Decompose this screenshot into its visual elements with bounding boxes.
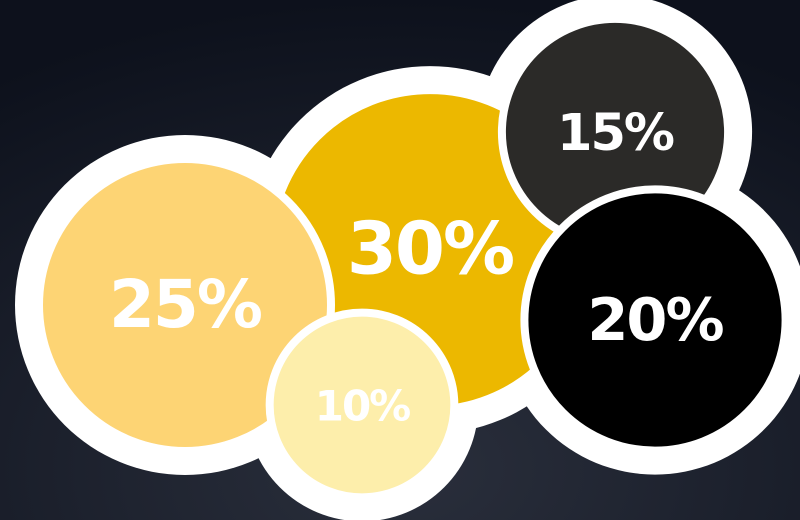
bubble-label: 10% [315,382,410,431]
bubble-layer: 30% 25% 10% 15% 20% [35,14,790,502]
bubble-label: 15% [557,104,674,163]
bubble [35,155,335,455]
bubble [265,308,459,502]
bubble-label: 25% [109,266,262,343]
bubble-label: 30% [347,207,513,291]
bubble [520,185,790,455]
bubble-label: 20% [587,285,723,354]
